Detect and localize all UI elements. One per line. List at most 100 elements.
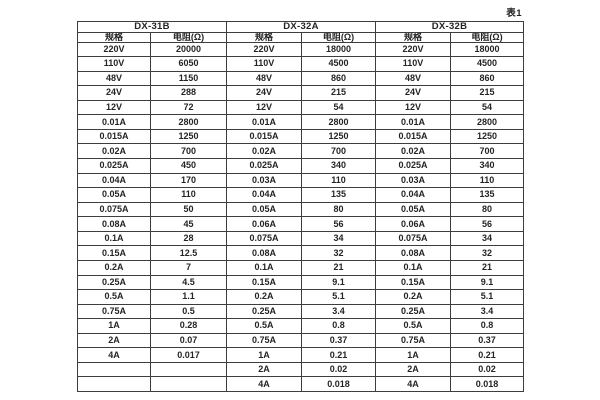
- table-cell: 2A: [375, 361, 451, 378]
- table-row: 0.02A 700 0.02A 700 0.02A 700: [77, 143, 524, 159]
- table-cell: 0.15A: [375, 274, 451, 291]
- table-cell: 0.28: [150, 318, 227, 334]
- table-cell: 0.02A: [375, 143, 451, 159]
- table-cell: 18000: [450, 41, 524, 58]
- table-cell: [150, 361, 227, 378]
- table-cell: 0.03A: [226, 172, 302, 189]
- table-cell: 72: [150, 99, 227, 116]
- table-cell: 7: [150, 259, 227, 276]
- table-cell: 0.1A: [77, 230, 151, 247]
- table-row: 1A 0.28 0.5A 0.8 0.5A 0.8: [77, 318, 524, 334]
- table-cell: 0.025A: [77, 158, 151, 174]
- table-cell: 0.21: [450, 347, 524, 363]
- table-cell: 0.05A: [77, 187, 151, 203]
- table-cell: 0.8: [301, 318, 376, 334]
- table-cell: 0.15A: [77, 245, 151, 261]
- table-cell: 0.04A: [226, 187, 302, 203]
- table-cell: 0.075A: [226, 230, 302, 247]
- table-cell: 700: [150, 143, 227, 159]
- table-cell: 4500: [301, 56, 376, 72]
- table-cell: 220V: [77, 41, 151, 58]
- table-cell: 0.017: [150, 347, 227, 363]
- table-cell: 0.03A: [375, 172, 451, 189]
- table-cell: 0.07: [150, 332, 227, 349]
- table-cell: 1150: [150, 70, 227, 87]
- table-cell: 110: [150, 187, 227, 203]
- table-cell: 0.08A: [226, 245, 302, 261]
- table-cell: 110V: [375, 56, 451, 72]
- table-cell: 0.04A: [375, 187, 451, 203]
- table-cell: 1A: [375, 347, 451, 363]
- table-row: 48V 1150 48V 860 48V 860: [77, 70, 524, 87]
- group-header-dx32b: DX-32B: [375, 21, 524, 33]
- table-cell: 4500: [450, 56, 524, 72]
- table-cell: 24V: [375, 85, 451, 101]
- table-cell: 0.05A: [226, 201, 302, 218]
- table-cell: 50: [150, 201, 227, 218]
- resistance-spec-table: DX-31B DX-32A DX-32B 规格 电阻(Ω) 规格 电阻(Ω) 规…: [77, 21, 524, 392]
- group-header-dx32a: DX-32A: [226, 21, 376, 33]
- table-row: 0.08A 45 0.06A 56 0.06A 56: [77, 216, 524, 232]
- table-cell: 0.2A: [77, 259, 151, 276]
- table-cell: 12V: [375, 99, 451, 116]
- table-cell: 0.06A: [226, 216, 302, 232]
- table-cell: 20000: [150, 41, 227, 58]
- table-cell: 215: [301, 85, 376, 101]
- table-cell: 0.02: [301, 361, 376, 378]
- column-header-resistance: 电阻(Ω): [150, 31, 227, 43]
- table-cell: 45: [150, 216, 227, 232]
- table-cell: 48V: [77, 70, 151, 87]
- table-row: 2A 0.02 2A 0.02: [77, 361, 524, 378]
- table-cell: 135: [301, 187, 376, 203]
- table-cell: 0.02A: [226, 143, 302, 159]
- table-cell: 0.01A: [77, 114, 151, 130]
- table-cell: 0.015A: [226, 128, 302, 145]
- table-cell: 0.1A: [226, 259, 302, 276]
- table-cell: 0.04A: [77, 172, 151, 189]
- table-cell: 4A: [226, 376, 302, 392]
- table-cell: 2A: [77, 332, 151, 349]
- table-cell: 340: [301, 158, 376, 174]
- table-cell: 700: [450, 143, 524, 159]
- table-cell: 0.75A: [77, 303, 151, 320]
- table-row: 24V 288 24V 215 24V 215: [77, 85, 524, 101]
- table-cell: 2800: [450, 114, 524, 130]
- table-cell: 0.25A: [226, 303, 302, 320]
- table-cell: 860: [301, 70, 376, 87]
- table-cell: [77, 361, 151, 378]
- table-cell: 0.01A: [375, 114, 451, 130]
- table-cell: 4.5: [150, 274, 227, 291]
- table-row: 0.75A 0.5 0.25A 3.4 0.25A 3.4: [77, 303, 524, 320]
- table-cell: 1.1: [150, 289, 227, 305]
- table-row: 0.01A 2800 0.01A 2800 0.01A 2800: [77, 114, 524, 130]
- table-cell: 56: [450, 216, 524, 232]
- table-row: 0.025A 450 0.025A 340 0.025A 340: [77, 158, 524, 174]
- table-caption: 表1: [506, 8, 522, 19]
- table-cell: 2800: [150, 114, 227, 130]
- table-cell: 288: [150, 85, 227, 101]
- table-cell: 12V: [77, 99, 151, 116]
- table-cell: 34: [301, 230, 376, 247]
- table-cell: 0.075A: [77, 201, 151, 218]
- table-cell: 0.025A: [375, 158, 451, 174]
- table-cell: 5.1: [301, 289, 376, 305]
- table-cell: 3.4: [450, 303, 524, 320]
- table-cell: 12.5: [150, 245, 227, 261]
- table-cell: 0.75A: [226, 332, 302, 349]
- table-cell: 0.018: [450, 376, 524, 392]
- table-cell: 32: [301, 245, 376, 261]
- table-cell: 110V: [77, 56, 151, 72]
- column-header-row: 规格 电阻(Ω) 规格 电阻(Ω) 规格 电阻(Ω): [77, 31, 524, 43]
- table-cell: 32: [450, 245, 524, 261]
- table-cell: 0.01A: [226, 114, 302, 130]
- table-cell: 860: [450, 70, 524, 87]
- table-cell: 54: [301, 99, 376, 116]
- table-cell: 48V: [375, 70, 451, 87]
- group-header-dx31b: DX-31B: [77, 21, 227, 33]
- column-header-resistance: 电阻(Ω): [301, 31, 376, 43]
- table-cell: 80: [450, 201, 524, 218]
- table-row: 0.04A 170 0.03A 110 0.03A 110: [77, 172, 524, 189]
- table-cell: 24V: [77, 85, 151, 101]
- table-row: 0.075A 50 0.05A 80 0.05A 80: [77, 201, 524, 218]
- table-cell: 48V: [226, 70, 302, 87]
